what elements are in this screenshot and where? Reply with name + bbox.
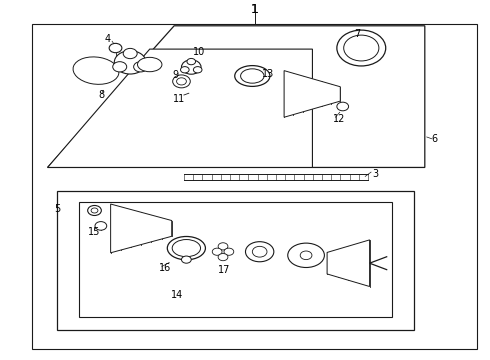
Circle shape [224,248,234,255]
Ellipse shape [167,237,205,260]
Circle shape [91,208,98,213]
Ellipse shape [138,57,162,72]
Text: 8: 8 [99,90,105,100]
Circle shape [181,60,201,74]
Text: 16: 16 [159,263,171,273]
Text: 9: 9 [172,70,179,80]
Circle shape [123,48,137,59]
Circle shape [180,67,189,73]
Ellipse shape [235,66,270,86]
Text: 4: 4 [104,34,110,44]
Text: 14: 14 [172,291,184,301]
Circle shape [88,206,101,216]
Text: 6: 6 [431,135,437,144]
Circle shape [109,43,122,53]
Circle shape [218,243,228,250]
Circle shape [194,67,202,73]
Ellipse shape [288,243,324,267]
Circle shape [343,35,379,61]
Circle shape [181,256,191,263]
Polygon shape [79,202,392,317]
Text: 5: 5 [54,204,60,214]
Circle shape [187,58,196,65]
Text: 17: 17 [218,265,230,275]
Text: 12: 12 [333,114,345,124]
Ellipse shape [172,239,200,257]
Circle shape [114,51,146,74]
Circle shape [252,246,267,257]
Circle shape [300,251,312,260]
Text: 7: 7 [354,29,361,39]
Text: 1: 1 [251,3,259,16]
Ellipse shape [241,69,264,83]
Circle shape [172,75,190,88]
Ellipse shape [245,242,274,262]
Circle shape [176,78,186,85]
Circle shape [337,30,386,66]
Circle shape [113,62,127,72]
Text: 3: 3 [372,168,378,179]
Polygon shape [48,49,313,167]
Circle shape [218,253,228,261]
Polygon shape [57,192,414,330]
Text: 15: 15 [88,227,101,237]
Circle shape [212,248,222,255]
Ellipse shape [73,57,119,84]
Circle shape [134,62,147,72]
Text: 10: 10 [193,47,205,57]
Polygon shape [111,204,172,253]
Text: 1: 1 [251,3,259,16]
Polygon shape [48,26,425,167]
Circle shape [95,222,107,230]
Text: 13: 13 [262,69,274,79]
Polygon shape [284,71,340,117]
Text: 11: 11 [173,94,185,104]
Polygon shape [327,240,369,287]
Circle shape [337,102,348,111]
